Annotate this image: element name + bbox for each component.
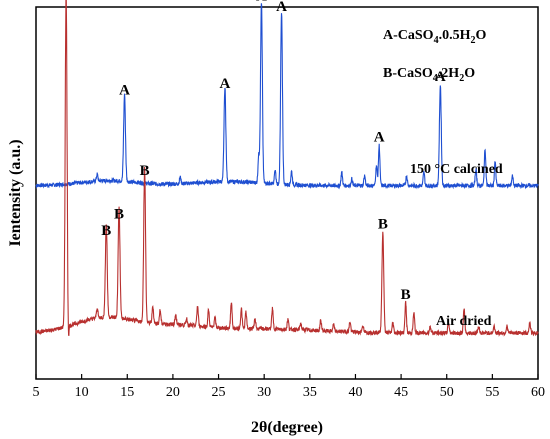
peak-marker-b-12-7: B	[101, 223, 111, 239]
legend-entry-a: A-CaSO4.0.5H2O	[383, 28, 486, 46]
x-tick-label-30: 30	[257, 385, 271, 400]
peak-marker-a-29-7: A	[256, 0, 267, 5]
legend-entry-b: B-CaSO4.2H2O	[383, 66, 475, 84]
x-axis-ticks: 5 10 15 20 25 30 35 40 45 50 55 60	[33, 374, 545, 400]
x-tick-label-10: 10	[75, 385, 89, 400]
x-tick-label-20: 20	[166, 385, 180, 400]
x-tick-label-25: 25	[212, 385, 226, 400]
x-tick-label-45: 45	[394, 385, 408, 400]
series-label-calcined: 150 °C calcined	[410, 162, 503, 177]
x-tick-label-50: 50	[440, 385, 454, 400]
x-axis-title: 2θ(degree)	[251, 419, 323, 436]
peak-marker-b-45-5: B	[401, 287, 411, 303]
peak-marker-a-49-3: A	[435, 69, 446, 85]
x-tick-label-15: 15	[120, 385, 134, 400]
peak-marker-b-43: B	[378, 217, 388, 233]
peak-label-layer: AAAAAABBBBBB	[101, 0, 446, 303]
peak-marker-a-42-6: A	[374, 129, 385, 145]
x-tick-label-5: 5	[33, 385, 40, 400]
series-label-air-dried: Air dried	[436, 314, 492, 329]
peak-marker-a-31-9: A	[276, 0, 287, 15]
x-tick-label-55: 55	[485, 385, 499, 400]
peak-marker-b-14-1: B	[114, 206, 124, 222]
plot-frame	[35, 6, 539, 380]
peak-marker-a-14-7: A	[119, 83, 130, 99]
x-tick-label-35: 35	[303, 385, 317, 400]
peak-marker-b-16-9: B	[140, 163, 150, 179]
series-line-air-dried	[35, 0, 539, 337]
x-tick-label-60: 60	[531, 385, 545, 400]
legend: A-CaSO4.0.5H2O B-CaSO4.2H2O	[383, 28, 486, 84]
peak-marker-a-25-7: A	[220, 76, 231, 92]
y-axis-title: Ientensity (a.u.)	[7, 139, 24, 246]
x-tick-label-40: 40	[348, 385, 362, 400]
series-layer	[35, 0, 539, 337]
series-line-150-c-calcined	[35, 3, 539, 190]
